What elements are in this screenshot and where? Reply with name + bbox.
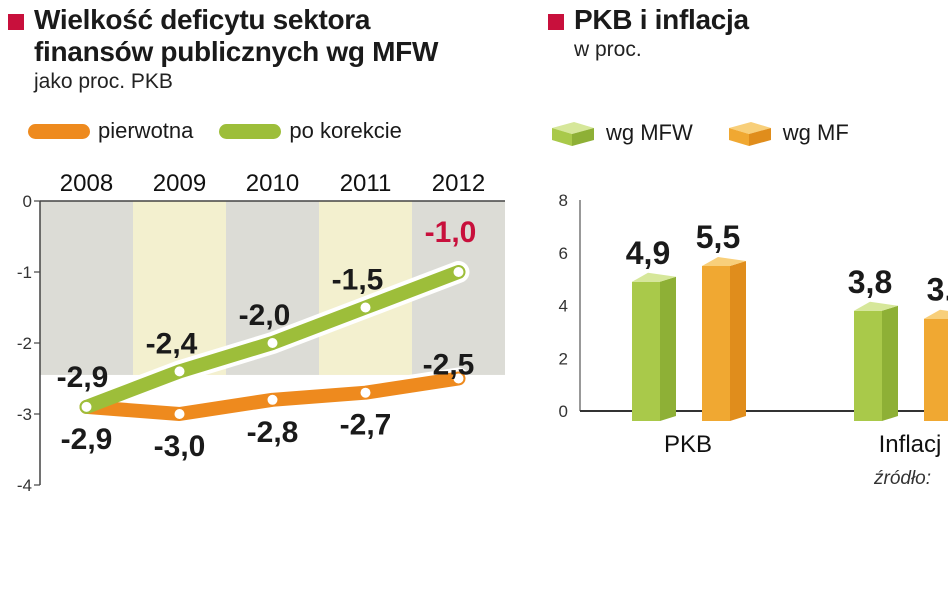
column-band-2008 [40, 201, 133, 375]
series-point-0 [174, 409, 185, 419]
legend-label-wg-mf: wg MF [782, 120, 849, 145]
bar-top [702, 256, 746, 266]
bar-side [660, 276, 676, 421]
data-label-po-korekcie: -2,9 [57, 361, 109, 394]
data-label-pierwotna: -3,0 [154, 430, 206, 463]
bar-front-wg-MF [924, 318, 948, 421]
gdp-title: PKB i inflacja [574, 4, 749, 35]
deficit-chart-panel: Wielkość deficytu sektora finansów publi… [8, 4, 505, 495]
x-tick-label: 2012 [432, 170, 485, 197]
y-tick-label: 0 [23, 192, 32, 211]
deficit-title-line-2: finansów publicznych wg MFW [34, 36, 439, 67]
legend-cube-wg-mfw [552, 122, 594, 146]
deficit-line-chart: 0 -1 -2 -3 -4 2008 2009 2010 2011 2012 -2,9 -3,0 -2,… [17, 170, 505, 495]
bar-front-wg-MFW [632, 281, 660, 421]
legend-cube-wg-mf [728, 122, 771, 146]
category-label: PKB [664, 431, 712, 458]
gdp-legend: wg MFW wg MF [550, 118, 875, 148]
data-label-po-korekcie: -1,5 [332, 264, 384, 297]
source-label: źródło: [873, 468, 931, 489]
y-tick-label: -2 [17, 334, 32, 353]
data-label-po-korekcie: -2,0 [239, 299, 291, 332]
bar-side [882, 305, 898, 421]
deficit-legend: pierwotna po korekcie [28, 118, 428, 144]
deficit-subtitle: jako proc. PKB [34, 70, 173, 93]
bar-value-label: 4,9 [626, 235, 670, 271]
series-point-0 [267, 394, 278, 405]
bar-top [854, 301, 898, 311]
x-tick-label: 2010 [246, 170, 299, 197]
x-tick-label: 2011 [340, 170, 392, 197]
legend-item-po-korekcie: po korekcie [219, 118, 402, 144]
gdp-subtitle: w proc. [574, 38, 642, 61]
series-point-1 [81, 401, 92, 412]
x-tick-label: 2009 [153, 170, 206, 197]
legend-swatch-po-korekcie [219, 123, 282, 139]
y-tick-label: 4 [559, 297, 568, 316]
legend-swatch-pierwotna [28, 123, 90, 139]
series-point-0 [453, 373, 464, 384]
y-tick-label: 0 [559, 402, 568, 421]
y-tick-label: -3 [17, 405, 32, 424]
series-point-1 [267, 338, 278, 348]
deficit-title-line-1: Wielkość deficytu sektora [34, 4, 371, 35]
bar-value-label: 3,8 [848, 264, 892, 300]
bar-side [730, 260, 746, 421]
deficit-title-block: Wielkość deficytu sektora finansów publi… [8, 4, 438, 96]
y-tick-label: 6 [559, 244, 568, 263]
data-label-po-korekcie: -2,4 [146, 327, 198, 360]
data-label-pierwotna: -2,5 [423, 349, 475, 382]
y-tick-label: -4 [17, 476, 32, 495]
y-tick-label: 2 [559, 349, 568, 368]
gdp-title-block: PKB i inflacja w proc. [548, 4, 749, 64]
bar-value-label: 5,5 [696, 219, 740, 255]
data-label-pierwotna: -2,7 [340, 409, 392, 442]
bar-top [924, 309, 948, 319]
bar-top [632, 272, 676, 282]
bar-front-wg-MFW [854, 310, 882, 421]
series-point-1 [360, 302, 371, 313]
legend-item-wg-mfw: wg MFW [550, 118, 693, 148]
series-point-1 [174, 366, 185, 377]
series-point-1 [453, 267, 464, 277]
series-point-0 [360, 387, 371, 398]
title-marker [8, 14, 24, 30]
bar-value-label: 3. [927, 272, 948, 308]
legend-item-wg-mf: wg MF [727, 118, 849, 148]
column-band-2009 [133, 201, 226, 375]
legend-item-pierwotna: pierwotna [28, 118, 193, 144]
x-tick-label: 2008 [60, 170, 113, 197]
gdp-bar-chart: 8 6 4 2 0 4,9 5,5 PKB 3,8 3. Inflacj źródło: [559, 191, 948, 489]
legend-label-po-korekcie: po korekcie [289, 118, 402, 143]
y-tick-label: 8 [559, 191, 568, 210]
y-tick-label: -1 [17, 263, 32, 282]
data-label-pierwotna: -2,9 [61, 423, 113, 456]
data-label-pierwotna: -2,8 [247, 416, 299, 449]
bar-front-wg-MF [702, 265, 730, 421]
title-marker [548, 14, 564, 30]
legend-label-pierwotna: pierwotna [98, 118, 194, 143]
data-label-po-korekcie: -1,0 [425, 216, 477, 249]
category-label: Inflacj [879, 431, 942, 458]
gdp-inflation-panel: PKB i inflacja w proc. wg MFW wg MF [540, 0, 948, 593]
legend-label-wg-mfw: wg MFW [606, 120, 693, 145]
